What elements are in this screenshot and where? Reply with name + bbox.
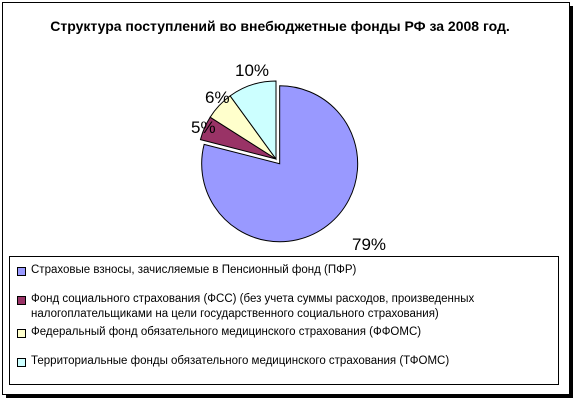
legend-swatch-fss <box>17 296 26 305</box>
chart-title: Структура поступлений во внебюджетные фо… <box>50 18 510 34</box>
pie-slices <box>199 80 359 243</box>
slice-pfr <box>201 85 359 243</box>
slice-tfoms <box>229 80 277 161</box>
legend-swatch-pfr <box>17 267 26 276</box>
label-pfr: 79% <box>352 235 386 254</box>
legend-label-ffoms: Федеральный фонд обязательного медицинск… <box>31 326 422 338</box>
legend-swatch-tfoms <box>17 358 26 367</box>
label-fss: 5% <box>191 118 216 137</box>
legend-label-pfr: Страховые взносы, зачисляемые в Пенсионн… <box>31 264 357 276</box>
legend-label-tfoms: Территориальные фонды обязательного меди… <box>31 355 450 367</box>
legend-swatch-ffoms <box>17 329 26 338</box>
pie-data-labels: 79% 5% 6% 10% <box>191 61 386 254</box>
label-tfoms: 10% <box>235 61 269 80</box>
legend-label-fss: Фонд социального страхования (ФСС) (без … <box>31 293 475 320</box>
frame-shadow-right <box>569 6 573 397</box>
frame-shadow-bottom <box>6 394 573 398</box>
label-ffoms: 6% <box>205 88 230 107</box>
legend: Страховые взносы, зачисляемые в Пенсионн… <box>9 256 559 385</box>
